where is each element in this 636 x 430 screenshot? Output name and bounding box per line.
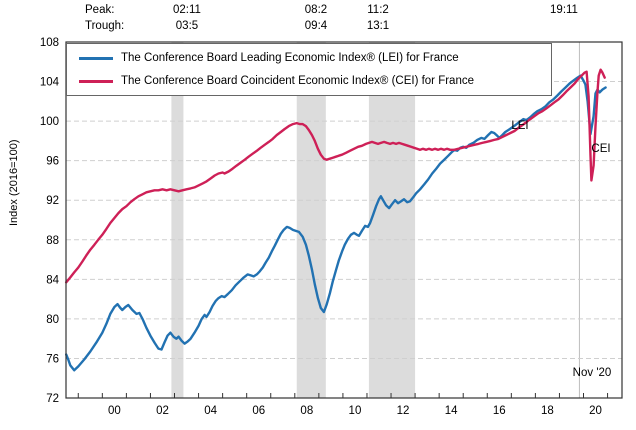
peak-value: 11:2 (367, 4, 389, 16)
peak-value: 02:11 (173, 4, 201, 16)
peak-row-label: Peak: (85, 4, 115, 16)
trough-value: 09:4 (304, 20, 328, 32)
trough-row-label: Trough: (85, 20, 125, 32)
svg-text:96: 96 (46, 156, 59, 168)
cei-series-annotation: CEI (591, 143, 611, 155)
legend-box: The Conference Board Leading Economic In… (66, 43, 552, 96)
svg-text:72: 72 (46, 393, 59, 405)
svg-text:84: 84 (46, 274, 59, 286)
legend-label-lei: The Conference Board Leading Economic In… (121, 52, 459, 64)
lei-line-swatch (79, 56, 113, 60)
lei-series-line (65, 74, 607, 372)
svg-text:06: 06 (252, 405, 265, 417)
svg-text:00: 00 (108, 405, 121, 417)
legend-item-lei: The Conference Board Leading Economic In… (79, 49, 551, 67)
svg-text:108: 108 (40, 37, 59, 49)
x-tick-labels: 00 02 04 06 08 10 12 14 16 18 20 (108, 405, 602, 417)
gridlines (66, 81, 622, 359)
recession-bands (171, 42, 416, 398)
x-ticks (77, 393, 609, 398)
svg-text:14: 14 (445, 405, 458, 417)
lei-series-annotation: LEI (511, 120, 529, 132)
svg-text:76: 76 (46, 353, 59, 365)
y-tick-labels: 72 76 80 84 88 92 96 100 104 108 (40, 37, 60, 405)
svg-text:16: 16 (493, 405, 506, 417)
svg-text:20: 20 (589, 405, 602, 417)
end-date-annotation: Nov '20 (572, 367, 612, 379)
svg-text:80: 80 (46, 314, 59, 326)
svg-text:88: 88 (46, 235, 59, 247)
svg-text:12: 12 (397, 405, 410, 417)
trough-value: 03:5 (175, 20, 199, 32)
svg-text:08: 08 (300, 405, 313, 417)
legend-item-cei: The Conference Board Coincident Economic… (79, 72, 551, 90)
plot-border (65, 41, 623, 399)
cei-line-swatch (79, 79, 113, 83)
svg-text:104: 104 (40, 77, 60, 89)
peak-value: 08:2 (304, 4, 328, 16)
trough-value: 13:1 (366, 20, 390, 32)
legend-label-cei: The Conference Board Coincident Economic… (121, 75, 474, 87)
svg-text:04: 04 (204, 405, 217, 417)
svg-text:100: 100 (40, 116, 59, 128)
svg-text:10: 10 (349, 405, 362, 417)
peak-value: 19:11 (550, 4, 578, 16)
svg-text:02: 02 (156, 405, 169, 417)
cei-series-line (65, 68, 606, 284)
svg-text:18: 18 (541, 405, 554, 417)
svg-text:92: 92 (46, 195, 59, 207)
